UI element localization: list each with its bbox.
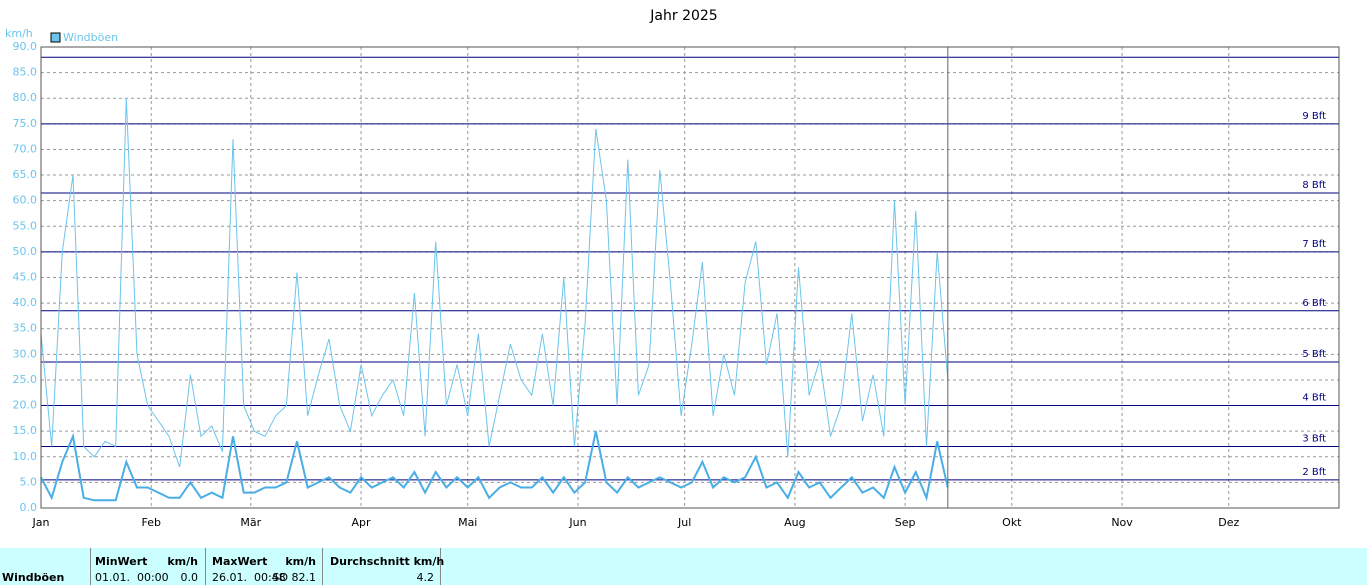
y-tick-label: 10.0 [13, 450, 38, 463]
x-tick-label: Nov [1111, 516, 1133, 529]
y-tick-label: 45.0 [13, 271, 38, 284]
separator [322, 548, 323, 585]
y-tick-label: 55.0 [13, 219, 38, 232]
y-tick-label: 70.0 [13, 142, 38, 155]
date: 01.01. 00:00 [95, 571, 169, 584]
x-tick-label: Aug [784, 516, 805, 529]
reference-label: 6 Bft [1302, 298, 1326, 309]
chart: Jahr 2025 km/h 0.0 5.0 10.0 15.0 20.0 25.0 30.… [5, 8, 1340, 529]
header: Durchschnitt km/h [330, 555, 445, 568]
reference-label: 7 Bft [1302, 239, 1326, 250]
y-axis-label: km/h [5, 27, 33, 40]
reference-label: 5 Bft [1302, 349, 1326, 360]
header: MinWert [95, 555, 148, 568]
y-tick-label: 80.0 [13, 91, 38, 104]
data-line [40, 98, 949, 468]
value: 0.0 [180, 571, 199, 584]
x-tick-label: Mai [458, 516, 477, 529]
x-tick-label: Jul [677, 516, 691, 529]
x-tick-label: Okt [1002, 516, 1022, 529]
separator [205, 548, 206, 585]
x-tick-label: Jan [32, 516, 50, 529]
reference-label: 2 Bft [1302, 467, 1326, 478]
value: SO 82.1 [272, 571, 316, 584]
unit: km/h [285, 555, 316, 568]
plot-border [40, 46, 1340, 509]
y-tick-label: 85.0 [13, 66, 38, 79]
x-tick-label: Dez [1218, 516, 1239, 529]
header: MaxWert [212, 555, 268, 568]
legend-swatch [50, 32, 61, 43]
separator [90, 548, 91, 585]
y-tick-label: 65.0 [13, 168, 38, 181]
y-tick-label: 5.0 [20, 475, 38, 488]
reference-label: 9 Bft [1302, 111, 1326, 122]
chart-title: Jahr 2025 [649, 8, 717, 24]
x-tick-label: Jun [568, 516, 586, 529]
legend-label: Windböen [63, 31, 118, 44]
x-tick-label: Mär [240, 516, 261, 529]
reference-label: 8 Bft [1302, 180, 1326, 191]
x-tick-label: Feb [141, 516, 160, 529]
x-tick-label: Apr [352, 516, 372, 529]
y-tick-label: 20.0 [13, 399, 38, 412]
y-tick-label: 35.0 [13, 322, 38, 335]
row-label: Windböen [2, 571, 65, 584]
y-tick-label: 25.0 [13, 373, 38, 386]
y-tick-label: 15.0 [13, 424, 38, 437]
date: 26.01. 00:48 [212, 571, 286, 584]
unit: km/h [167, 555, 198, 568]
y-tick-label: 50.0 [13, 245, 38, 258]
reference-label: 3 Bft [1302, 434, 1326, 445]
summary-table: Windböen MinWert km/h 01.01. 00:00 0.0 M… [0, 548, 1367, 585]
y-tick-label: 90.0 [13, 40, 38, 53]
y-tick-label: 60.0 [13, 194, 38, 207]
y-tick-label: 30.0 [13, 347, 38, 360]
reference-label: 4 Bft [1302, 393, 1326, 404]
y-tick-label: 75.0 [13, 117, 38, 130]
separator [440, 548, 441, 585]
data-line [40, 430, 949, 502]
y-tick-label: 40.0 [13, 296, 38, 309]
value: 4.2 [416, 571, 435, 584]
x-tick-label: Sep [895, 516, 916, 529]
y-tick-label: 0.0 [20, 501, 38, 514]
